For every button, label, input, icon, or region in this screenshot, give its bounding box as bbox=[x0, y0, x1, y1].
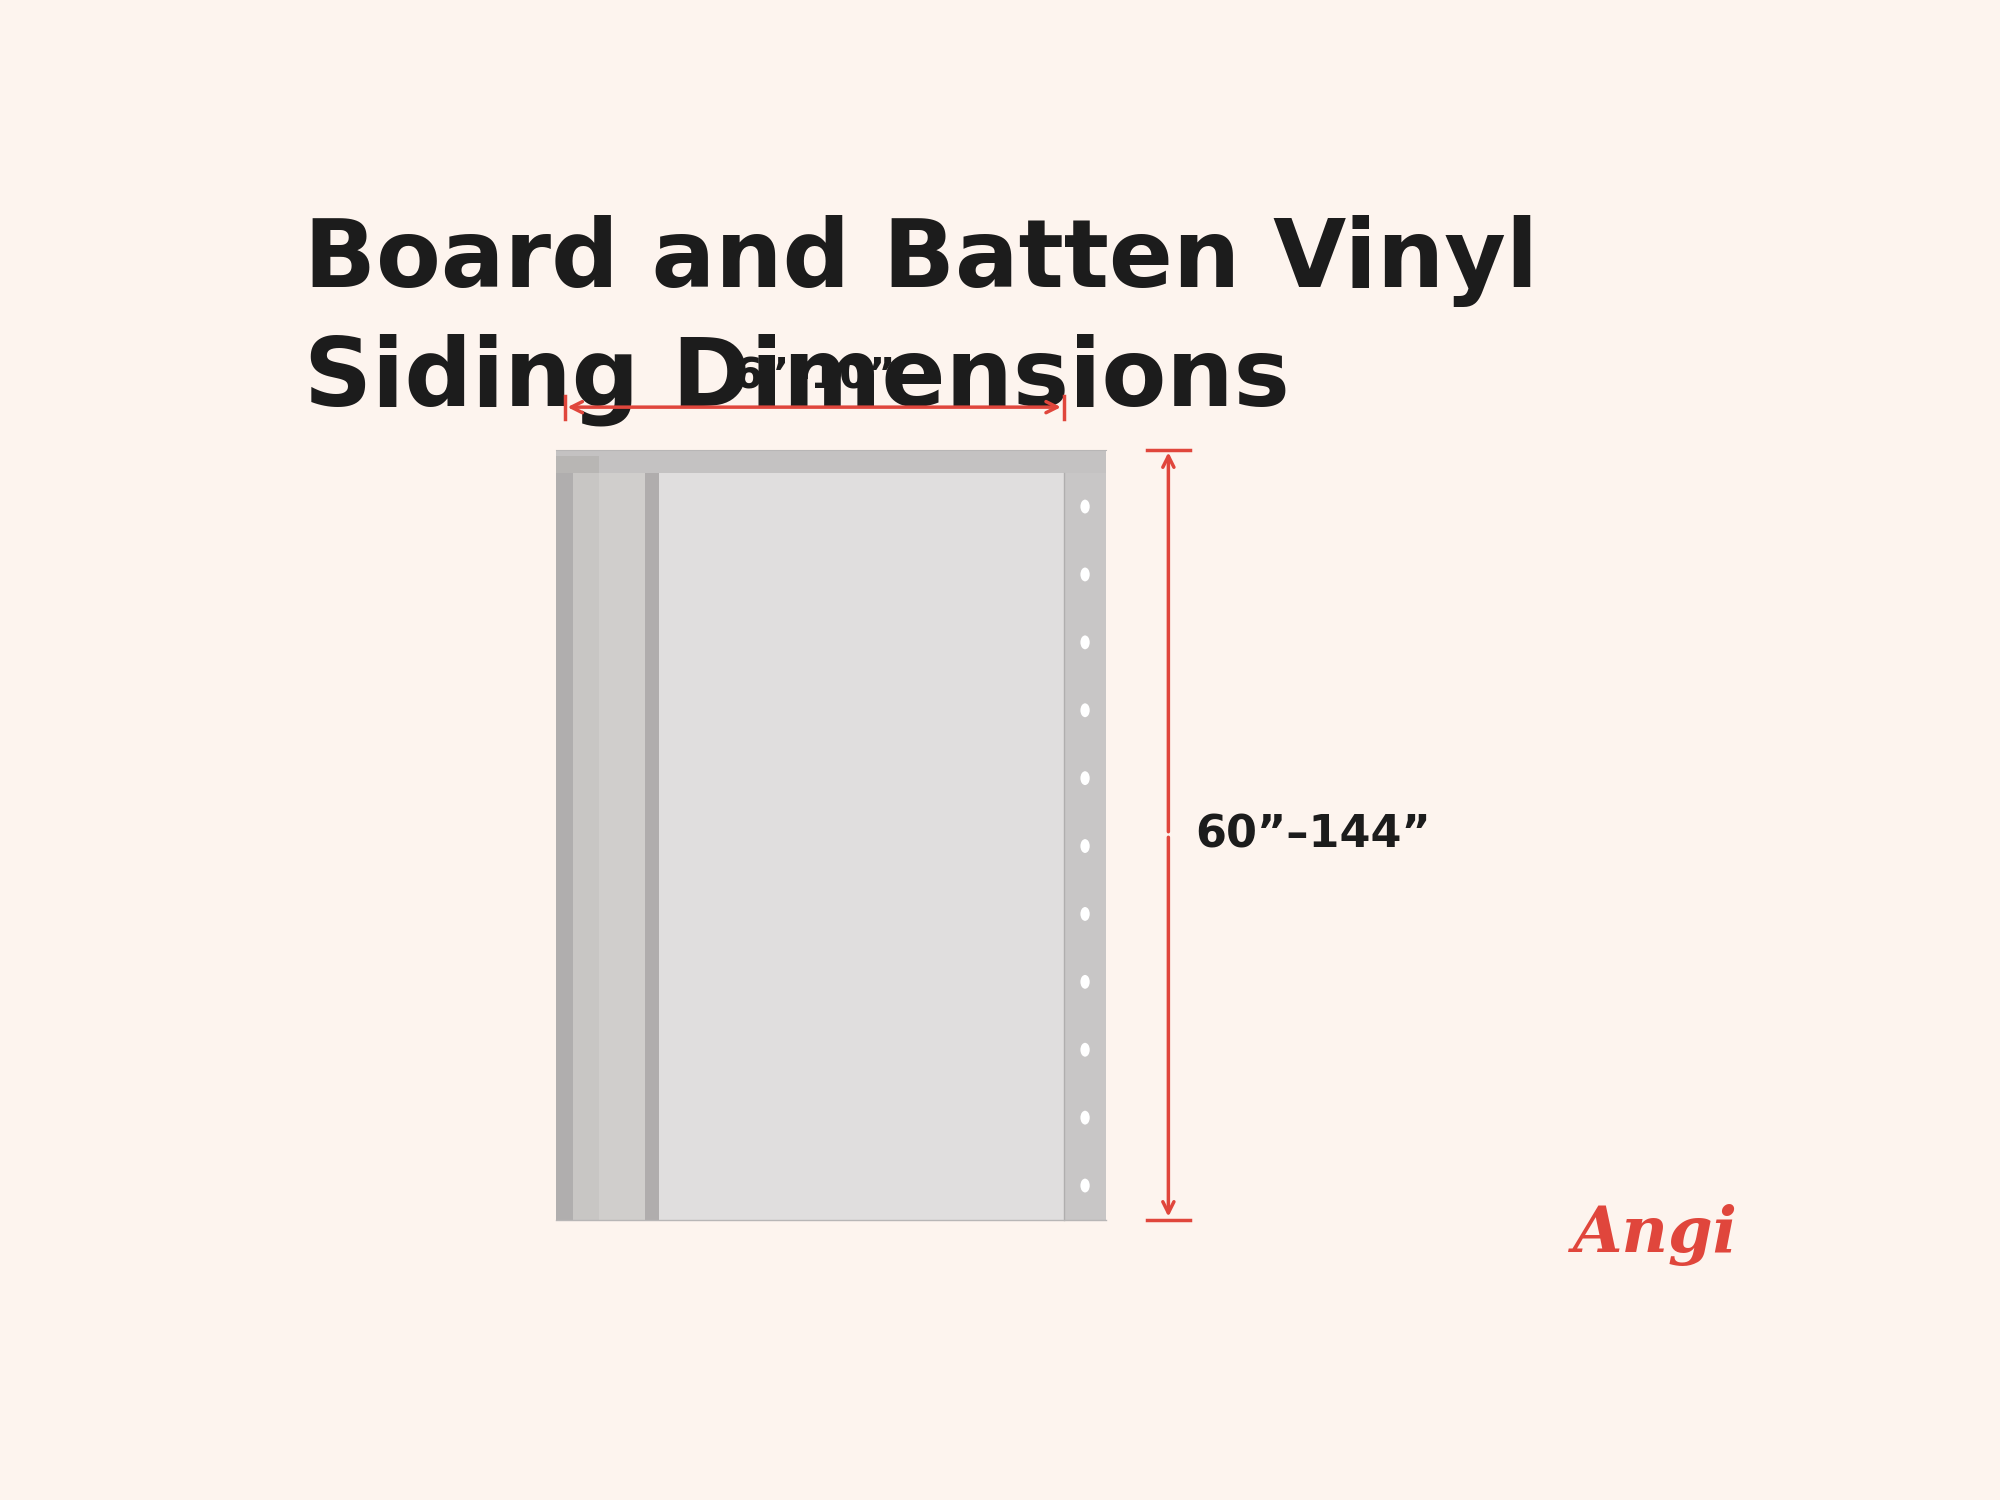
Bar bbox=[660, 472, 1064, 1220]
Ellipse shape bbox=[1080, 567, 1090, 582]
Bar bbox=[598, 472, 646, 1220]
Bar bbox=[1064, 472, 1106, 1220]
Ellipse shape bbox=[1080, 771, 1090, 784]
Bar bbox=[646, 472, 660, 1220]
Ellipse shape bbox=[1080, 908, 1090, 921]
Ellipse shape bbox=[1080, 636, 1090, 650]
Text: Angi: Angi bbox=[1574, 1203, 1738, 1266]
Text: Board and Batten Vinyl: Board and Batten Vinyl bbox=[304, 214, 1538, 306]
Ellipse shape bbox=[1080, 839, 1090, 854]
Bar bbox=[574, 472, 598, 1220]
Ellipse shape bbox=[1080, 1042, 1090, 1056]
Bar bbox=[598, 472, 1064, 1220]
Ellipse shape bbox=[1080, 704, 1090, 717]
Text: Siding Dimensions: Siding Dimensions bbox=[304, 334, 1290, 426]
Ellipse shape bbox=[1080, 500, 1090, 513]
Bar bbox=[556, 456, 598, 472]
Ellipse shape bbox=[1080, 1110, 1090, 1125]
Ellipse shape bbox=[1080, 1179, 1090, 1192]
Ellipse shape bbox=[1080, 975, 1090, 988]
Text: 60”–144”: 60”–144” bbox=[1196, 813, 1432, 856]
Text: 6”–10”: 6”–10” bbox=[734, 356, 896, 398]
Bar bbox=[556, 472, 574, 1220]
Bar bbox=[556, 450, 1106, 472]
